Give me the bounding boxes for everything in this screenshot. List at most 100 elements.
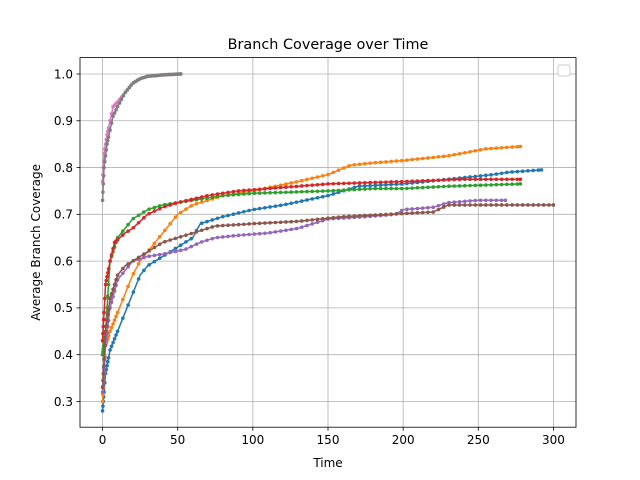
data-point bbox=[499, 145, 504, 150]
data-point bbox=[199, 200, 204, 204]
data-point bbox=[499, 171, 504, 176]
data-point bbox=[415, 179, 420, 183]
data-point bbox=[478, 183, 483, 188]
data-point bbox=[518, 182, 523, 186]
data-point bbox=[111, 340, 115, 345]
data-point bbox=[294, 200, 299, 204]
data-point bbox=[478, 203, 483, 207]
data-point bbox=[363, 180, 367, 185]
data-point bbox=[352, 214, 357, 218]
data-point bbox=[357, 184, 362, 188]
legend-box bbox=[557, 64, 571, 77]
data-point bbox=[123, 90, 128, 95]
data-point bbox=[447, 178, 451, 182]
series-layer bbox=[100, 72, 556, 413]
data-point bbox=[273, 186, 278, 190]
data-point bbox=[415, 211, 420, 215]
x-tick-label: 0 bbox=[99, 433, 107, 447]
data-point bbox=[299, 225, 304, 229]
data-point bbox=[299, 184, 304, 188]
data-point bbox=[108, 128, 112, 132]
data-point bbox=[410, 211, 414, 215]
data-point bbox=[178, 200, 183, 204]
data-point bbox=[410, 179, 414, 184]
data-point bbox=[368, 183, 372, 188]
data-point bbox=[257, 221, 262, 226]
data-point bbox=[452, 200, 457, 204]
data-point bbox=[331, 188, 336, 193]
data-point bbox=[194, 242, 199, 246]
data-point bbox=[315, 189, 320, 194]
data-point bbox=[147, 211, 151, 216]
data-point bbox=[494, 146, 499, 150]
data-point bbox=[420, 185, 425, 190]
data-point bbox=[515, 182, 520, 186]
data-point bbox=[405, 186, 409, 191]
data-point bbox=[247, 232, 251, 237]
data-point bbox=[112, 282, 117, 287]
data-point bbox=[468, 203, 472, 207]
data-point bbox=[178, 243, 183, 248]
data-point bbox=[252, 221, 257, 226]
data-point bbox=[142, 210, 146, 214]
data-point bbox=[441, 205, 446, 209]
data-point bbox=[315, 217, 320, 222]
data-point bbox=[310, 222, 315, 226]
data-point bbox=[106, 356, 111, 360]
data-point bbox=[168, 203, 172, 207]
data-point bbox=[468, 177, 472, 182]
data-point bbox=[384, 180, 388, 184]
data-point bbox=[294, 184, 299, 189]
data-point bbox=[121, 233, 125, 237]
data-point bbox=[247, 222, 251, 226]
data-point bbox=[457, 203, 462, 207]
data-point bbox=[399, 211, 404, 216]
data-point bbox=[336, 181, 341, 186]
data-point bbox=[347, 214, 351, 219]
data-point bbox=[231, 212, 236, 217]
data-point bbox=[106, 135, 111, 139]
data-point bbox=[326, 182, 330, 186]
data-point bbox=[299, 178, 304, 183]
data-point bbox=[305, 218, 309, 223]
data-point bbox=[109, 300, 114, 305]
data-point bbox=[394, 212, 399, 216]
data-point bbox=[452, 152, 457, 157]
data-point bbox=[315, 182, 320, 187]
data-point bbox=[489, 177, 493, 182]
data-point bbox=[310, 218, 315, 222]
data-point bbox=[373, 180, 378, 185]
data-point bbox=[226, 190, 230, 195]
data-point bbox=[320, 173, 325, 178]
data-point bbox=[104, 148, 109, 152]
data-point bbox=[526, 169, 530, 173]
data-point bbox=[106, 359, 110, 364]
data-point bbox=[111, 114, 115, 118]
data-point bbox=[189, 197, 194, 202]
data-point bbox=[431, 178, 436, 183]
data-point bbox=[236, 211, 241, 215]
data-point bbox=[106, 138, 110, 143]
data-point bbox=[226, 234, 230, 239]
data-point bbox=[378, 183, 383, 187]
data-point bbox=[526, 203, 530, 207]
data-point bbox=[368, 186, 372, 191]
data-point bbox=[447, 153, 451, 158]
data-point bbox=[142, 216, 146, 220]
data-point bbox=[510, 203, 514, 207]
data-point bbox=[103, 154, 108, 158]
data-point bbox=[114, 278, 118, 282]
data-point bbox=[405, 207, 409, 212]
data-point bbox=[236, 233, 241, 238]
data-point bbox=[189, 231, 194, 236]
data-point bbox=[104, 324, 109, 328]
data-point bbox=[478, 174, 483, 178]
data-point bbox=[136, 277, 141, 281]
series-markers-5 bbox=[100, 203, 556, 390]
data-point bbox=[184, 198, 188, 203]
data-point bbox=[505, 203, 509, 207]
data-point bbox=[441, 154, 446, 159]
data-point bbox=[399, 179, 404, 184]
data-point bbox=[468, 199, 472, 203]
data-point bbox=[452, 203, 457, 207]
